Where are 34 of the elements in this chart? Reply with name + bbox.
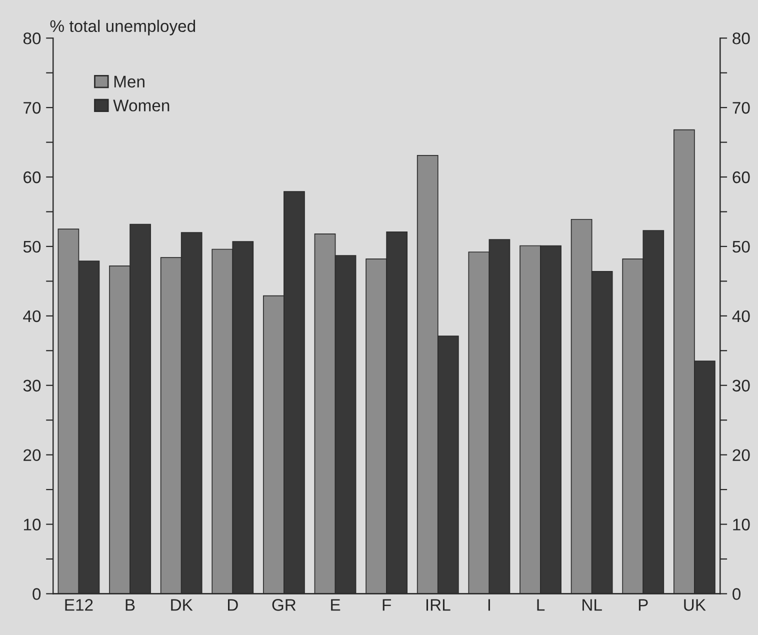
y-tick-label: 0 xyxy=(32,588,41,600)
x-tick-label: IRL xyxy=(426,599,450,611)
y2-tick-label: 80 xyxy=(732,32,750,44)
y-tick-label: 60 xyxy=(24,171,41,184)
y-tick-label: 10 xyxy=(24,518,41,530)
y2-tick-label: 70 xyxy=(732,102,750,114)
x-tick-label: L xyxy=(537,599,545,611)
x-tick-label: GR xyxy=(272,599,296,611)
y2-tick-label: 50 xyxy=(732,240,750,253)
y-tick-label: 50 xyxy=(23,240,41,253)
x-tick-label: E xyxy=(331,599,340,611)
legend-label: Women xyxy=(113,100,170,112)
x-tick-label: I xyxy=(488,599,490,611)
y2-tick-label: 60 xyxy=(732,171,750,184)
y2-tick-label: 0 xyxy=(732,588,741,600)
y-axis-title: % total unemployed xyxy=(50,20,196,36)
y2-tick-label: 40 xyxy=(732,310,750,322)
x-tick-label: P xyxy=(638,599,648,611)
y-tick-label: 40 xyxy=(23,310,41,322)
y-tick-label: 70 xyxy=(24,102,41,114)
y-tick-label: 30 xyxy=(23,380,41,392)
x-tick-label: DK xyxy=(171,599,193,611)
x-tick-label: D xyxy=(228,599,238,611)
y-tick-label: 80 xyxy=(23,32,41,44)
y2-tick-label: 10 xyxy=(733,518,750,530)
y2-tick-label: 30 xyxy=(732,380,750,392)
x-tick-label: F xyxy=(382,599,392,611)
y2-tick-label: 20 xyxy=(732,449,750,462)
y-tick-label: 20 xyxy=(24,449,41,462)
x-tick-label: B xyxy=(126,599,135,611)
x-tick-label: NL xyxy=(582,599,602,611)
x-tick-label: UK xyxy=(684,599,706,611)
legend-label: Men xyxy=(114,76,144,88)
x-tick-label: E12 xyxy=(65,599,93,611)
